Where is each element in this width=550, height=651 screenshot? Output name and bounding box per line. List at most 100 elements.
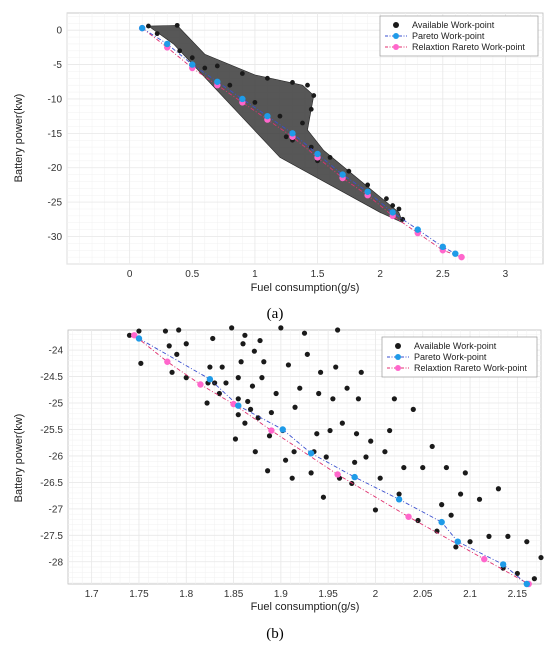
available-point bbox=[382, 449, 388, 455]
available-point bbox=[301, 330, 308, 336]
y-tick-label: -5 bbox=[53, 60, 62, 71]
pareto-point bbox=[164, 40, 171, 48]
x-tick-label: 3 bbox=[503, 269, 509, 280]
available-point bbox=[387, 427, 393, 434]
available-point bbox=[317, 369, 324, 375]
available-point bbox=[138, 360, 144, 366]
available-point bbox=[304, 351, 310, 357]
available-point bbox=[278, 325, 284, 331]
pareto-point bbox=[364, 188, 371, 195]
y-tick-label: -25 bbox=[48, 198, 63, 209]
available-point bbox=[136, 328, 142, 334]
available-point bbox=[453, 544, 459, 550]
available-point bbox=[349, 480, 355, 487]
available-point bbox=[174, 22, 180, 28]
available-point bbox=[238, 359, 244, 365]
x-tick-label: 1.75 bbox=[129, 589, 149, 600]
available-point bbox=[232, 436, 239, 442]
available-point bbox=[261, 359, 267, 365]
available-point bbox=[265, 75, 270, 81]
available-point bbox=[372, 507, 379, 513]
legend-label: Available Work-point bbox=[412, 20, 495, 30]
available-point bbox=[365, 182, 371, 188]
available-point bbox=[239, 71, 245, 76]
pareto-point bbox=[135, 335, 143, 342]
available-point bbox=[289, 475, 295, 481]
available-point bbox=[314, 431, 320, 437]
available-point bbox=[207, 364, 213, 370]
available-point bbox=[390, 203, 396, 208]
chart-panel-a: 0 0.5 1 1.5 2 2.5 3 0 -5 -10 -15 -20 -25 -30 Fuel con… bbox=[13, 12, 544, 322]
available-point bbox=[495, 486, 502, 492]
available-point bbox=[166, 343, 172, 349]
legend-label: Pareto Work-point bbox=[414, 352, 487, 362]
available-point bbox=[285, 362, 292, 368]
available-point bbox=[183, 375, 189, 381]
available-point bbox=[320, 494, 327, 500]
available-point bbox=[486, 533, 492, 539]
pareto-point bbox=[414, 226, 421, 233]
available-point bbox=[268, 409, 274, 416]
pareto-line bbox=[138, 338, 528, 585]
panel-label-b: (b) bbox=[266, 626, 284, 642]
x-tick-label: 2.5 bbox=[436, 269, 450, 280]
available-point bbox=[235, 375, 241, 381]
available-point bbox=[297, 385, 303, 391]
available-point bbox=[283, 134, 289, 140]
y-tick-label: -25 bbox=[49, 399, 64, 410]
available-point bbox=[259, 375, 265, 381]
y-tick-label: -26 bbox=[49, 451, 64, 462]
pareto-point bbox=[239, 95, 246, 103]
available-point bbox=[235, 396, 241, 402]
available-point bbox=[358, 369, 364, 375]
available-point bbox=[300, 120, 305, 126]
available-point bbox=[352, 459, 358, 465]
available-point bbox=[242, 420, 248, 426]
y-tick-label: -27.5 bbox=[40, 531, 63, 542]
available-point bbox=[443, 464, 449, 471]
available-point bbox=[240, 341, 246, 347]
available-point bbox=[327, 427, 333, 434]
available-point bbox=[245, 398, 251, 405]
available-point bbox=[292, 404, 298, 410]
available-point bbox=[229, 325, 235, 331]
available-point bbox=[223, 380, 229, 386]
available-point bbox=[227, 82, 233, 88]
pareto-point bbox=[438, 518, 445, 526]
pareto-point bbox=[523, 580, 531, 588]
available-point bbox=[177, 48, 183, 54]
available-point bbox=[311, 93, 317, 98]
pareto-point bbox=[339, 171, 346, 178]
available-point bbox=[202, 65, 208, 71]
available-point bbox=[290, 80, 295, 85]
available-point bbox=[291, 449, 297, 455]
available-point bbox=[396, 206, 402, 212]
available-point bbox=[257, 337, 263, 344]
available-point bbox=[505, 533, 511, 539]
y-tick-label: -10 bbox=[48, 94, 63, 105]
available-point bbox=[146, 23, 151, 29]
panel-label-a: (a) bbox=[267, 306, 284, 322]
available-point bbox=[305, 82, 310, 88]
y-tick-label: -20 bbox=[48, 163, 63, 174]
pareto-point bbox=[499, 561, 507, 568]
available-point bbox=[252, 449, 258, 455]
legend-marker bbox=[393, 22, 399, 28]
pareto-point bbox=[289, 130, 296, 137]
available-point bbox=[462, 470, 468, 476]
y-tick-label: -24 bbox=[49, 346, 64, 357]
available-point bbox=[266, 433, 273, 439]
legend-marker bbox=[395, 343, 401, 349]
x-axis-label-a: Fuel consumption(g/s) bbox=[251, 282, 360, 294]
available-point bbox=[242, 332, 248, 338]
available-point bbox=[216, 390, 222, 397]
available-point bbox=[219, 364, 225, 370]
available-point bbox=[273, 390, 279, 397]
available-point bbox=[308, 470, 314, 476]
y-axis-label-b: Battery power(kw) bbox=[13, 414, 25, 503]
y-tick-label: -25.5 bbox=[40, 425, 63, 436]
x-tick-label: 2 bbox=[373, 589, 379, 600]
available-point bbox=[415, 517, 421, 524]
available-point bbox=[514, 570, 520, 577]
